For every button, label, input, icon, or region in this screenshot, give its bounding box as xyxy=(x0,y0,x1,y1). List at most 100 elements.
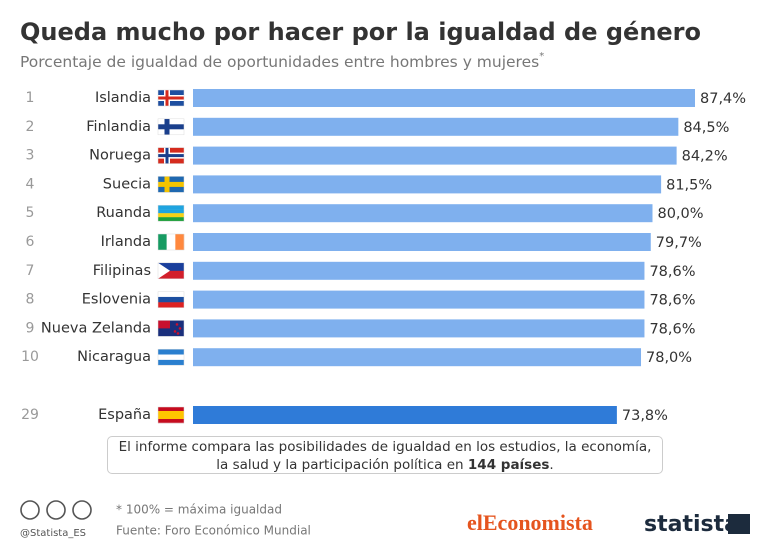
flag-part xyxy=(165,90,169,106)
flag-part xyxy=(158,209,184,214)
flag xyxy=(157,406,185,424)
flag-part xyxy=(158,181,184,187)
flag-part xyxy=(158,154,184,158)
value-label: 80,0% xyxy=(657,206,703,222)
flag xyxy=(157,348,185,366)
logo-icon xyxy=(728,514,750,534)
flag-border xyxy=(157,262,185,280)
flag-part xyxy=(158,96,184,100)
subtitle-text: Porcentaje de igualdad de oportunidades … xyxy=(20,53,539,71)
flag-part xyxy=(166,234,176,250)
flag-part xyxy=(158,213,184,218)
flag-part xyxy=(158,411,184,416)
value-label: 78,6% xyxy=(649,264,695,280)
flag xyxy=(157,147,185,164)
flag-part xyxy=(164,176,170,193)
flag xyxy=(157,233,185,251)
value-label: 84,5% xyxy=(683,120,729,136)
value-label: 78,6% xyxy=(649,321,695,337)
flag-part xyxy=(158,217,184,222)
bar xyxy=(193,406,617,424)
note-text: El informe compara las posibilidades de … xyxy=(118,439,652,473)
cc-icons xyxy=(20,500,92,520)
rank: 4 xyxy=(26,176,35,192)
flag-part xyxy=(158,262,170,279)
rank: 6 xyxy=(26,234,35,250)
chart-subtitle: Porcentaje de igualdad de oportunidades … xyxy=(20,51,544,71)
flag-part xyxy=(158,234,167,250)
flag-part xyxy=(158,320,170,329)
flag-border xyxy=(157,406,185,424)
flag xyxy=(157,320,185,337)
flag-part xyxy=(158,407,184,412)
rank: 29 xyxy=(21,407,39,423)
flag xyxy=(157,89,185,107)
flag-border xyxy=(157,204,185,222)
note-bold: 144 países xyxy=(467,457,550,473)
flag xyxy=(157,291,185,308)
note-box: El informe compara las posibilidades de … xyxy=(107,436,663,474)
flag xyxy=(157,204,185,222)
value-label: 73,8% xyxy=(622,408,668,424)
flag-part xyxy=(158,291,184,298)
bar xyxy=(193,175,662,194)
flag-part xyxy=(175,323,179,326)
category-label: Finlandia xyxy=(86,119,151,135)
footnote: * 100% = máxima igualdad xyxy=(116,503,282,517)
flag-border xyxy=(157,118,185,136)
flag-part xyxy=(158,124,184,130)
logo-right: statista xyxy=(644,512,739,537)
flag-border xyxy=(157,89,185,107)
flag-border xyxy=(157,320,185,337)
source: Fuente: Foro Económico Mundial xyxy=(116,524,311,538)
value-label: 79,7% xyxy=(656,235,702,251)
subtitle-mark: * xyxy=(539,51,544,62)
flag-part xyxy=(158,296,184,303)
rank: 5 xyxy=(26,205,35,221)
value-label: 81,5% xyxy=(666,177,712,193)
flag-border xyxy=(157,176,185,193)
rank: 10 xyxy=(21,349,39,365)
flag-part xyxy=(165,147,169,164)
rank: 9 xyxy=(26,320,35,336)
bar xyxy=(193,348,642,367)
flag xyxy=(157,262,185,280)
flag-part xyxy=(175,234,185,250)
bar xyxy=(193,261,645,280)
flag-part xyxy=(158,354,184,361)
value-label: 84,2% xyxy=(682,149,728,165)
category-label: Nueva Zelanda xyxy=(41,320,151,336)
value-label: 78,0% xyxy=(646,350,692,366)
category-label: Suecia xyxy=(103,176,151,192)
chart-title: Queda mucho por hacer por la igualdad de… xyxy=(20,18,701,46)
flag-border xyxy=(157,147,185,164)
rank: 2 xyxy=(26,119,35,135)
flag-part xyxy=(158,419,184,424)
category-label: España xyxy=(98,407,151,423)
flag-part xyxy=(178,327,182,330)
bar xyxy=(193,290,645,309)
value-label: 78,6% xyxy=(649,293,695,309)
rank: 8 xyxy=(26,292,35,308)
flag-part xyxy=(176,332,180,335)
flag-border xyxy=(157,348,185,366)
note-end: . xyxy=(549,457,554,473)
rank: 3 xyxy=(26,148,35,164)
flag xyxy=(157,176,185,193)
logo-left: elEconomista xyxy=(467,510,593,535)
bar xyxy=(193,233,651,251)
flag-part xyxy=(164,118,170,135)
rank: 1 xyxy=(26,90,35,106)
category-label: Eslovenia xyxy=(82,292,151,308)
bar xyxy=(193,117,679,136)
flag xyxy=(157,118,185,136)
category-label: Noruega xyxy=(89,148,151,164)
bar xyxy=(193,146,677,165)
flag-part xyxy=(158,415,184,420)
value-label: 87,4% xyxy=(700,91,746,107)
bar xyxy=(193,89,695,107)
category-label: Islandia xyxy=(95,90,151,106)
category-label: Ruanda xyxy=(96,205,151,221)
